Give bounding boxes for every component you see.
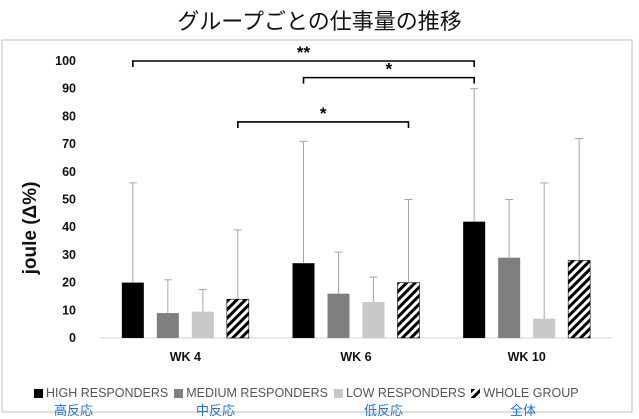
legend-item-whole: WHOLE GROUP <box>471 384 579 402</box>
legend-label-low: LOW RESPONDERS <box>345 386 466 400</box>
legend-jp-whole: 全体 <box>510 404 537 419</box>
legend-swatch-medium <box>174 388 184 398</box>
significance-bracket <box>302 76 475 84</box>
bar <box>191 311 214 338</box>
legend-jp-low: 低反応 <box>364 404 404 419</box>
legend-jp-high: 高反応 <box>54 404 94 419</box>
bar <box>362 301 385 338</box>
bar <box>327 293 350 338</box>
legend-label-whole: WHOLE GROUP <box>483 386 579 400</box>
bar <box>463 221 486 338</box>
y-tick-label: 40 <box>62 220 76 234</box>
bar <box>397 282 420 339</box>
legend-item-high: HIGH RESPONDERS <box>34 384 168 402</box>
y-tick-label: 0 <box>69 331 76 345</box>
y-tick-label: 60 <box>62 165 76 179</box>
y-tick-label: 20 <box>62 276 76 290</box>
y-tick-label: 70 <box>62 137 76 151</box>
legend-label-medium: MEDIUM RESPONDERS <box>186 386 328 400</box>
bar <box>292 263 315 338</box>
legend-label-high: HIGH RESPONDERS <box>46 386 169 400</box>
legend: HIGH RESPONDERS MEDIUM RESPONDERS LOW RE… <box>34 384 604 402</box>
y-tick-label: 50 <box>62 193 76 207</box>
legend-item-medium: MEDIUM RESPONDERS <box>174 384 328 402</box>
x-tick-label: WK 10 <box>508 350 546 364</box>
legend-swatch-whole <box>471 388 481 398</box>
chart-title: グループごとの仕事量の推移 <box>177 10 462 35</box>
y-tick-label: 100 <box>55 54 76 68</box>
chart-frame <box>1 39 633 413</box>
significance-label: * <box>386 60 393 79</box>
significance-bracket <box>132 60 475 67</box>
significance-label: * <box>320 104 327 123</box>
y-axis-label: joule (Δ%) <box>20 182 41 276</box>
bar <box>533 318 556 338</box>
bar <box>226 298 250 339</box>
legend-item-low: LOW RESPONDERS <box>333 384 466 402</box>
x-tick-label: WK 6 <box>340 350 371 364</box>
y-tick-label: 80 <box>62 109 76 123</box>
x-tick-label: WK 4 <box>170 350 201 364</box>
bar <box>498 257 521 338</box>
legend-jp-medium: 中反応 <box>196 404 236 419</box>
bar <box>156 313 179 338</box>
y-tick-label: 10 <box>62 303 76 317</box>
significance-label: ** <box>297 43 311 62</box>
bar <box>121 282 144 338</box>
bar <box>567 260 591 339</box>
legend-swatch-low <box>333 388 343 398</box>
y-tick-label: 90 <box>62 82 76 96</box>
significance-bracket <box>237 121 410 128</box>
y-tick-label: 30 <box>62 248 76 262</box>
legend-swatch-high <box>34 388 43 398</box>
